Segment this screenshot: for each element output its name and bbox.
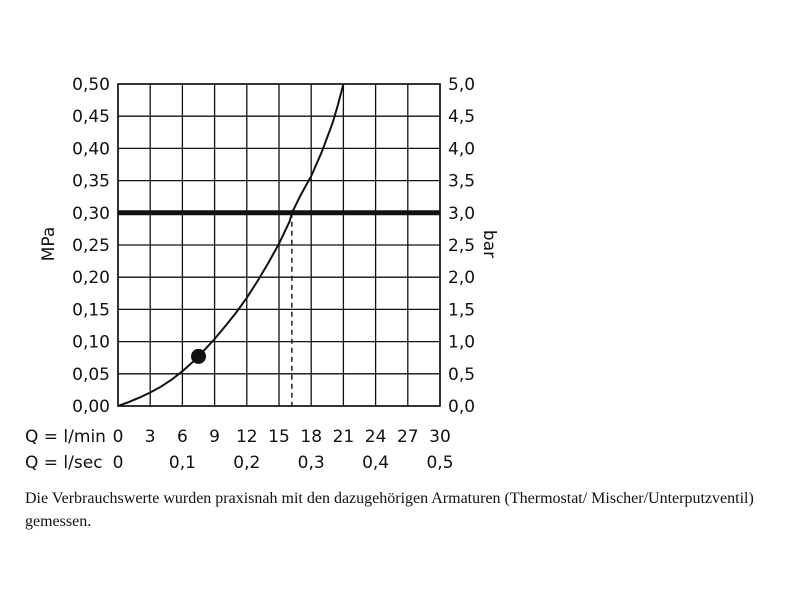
- pressure-flow-chart: 0,000,050,100,150,200,250,300,350,400,45…: [25, 75, 499, 473]
- y-left-tick-label: 0,50: [72, 75, 110, 95]
- marker-point: [191, 348, 206, 364]
- x-lmin-ticks: 0 3 6 9 12 15 18 21 24 27 30: [113, 427, 451, 447]
- x-lmin-tick-label: 21: [333, 427, 355, 447]
- x-lsec-ticks: 0 0,1 0,2 0,3 0,4 0,5: [113, 453, 454, 473]
- y-left-tick-label: 0,00: [72, 397, 110, 417]
- y-right-tick-label: 4,0: [448, 139, 475, 159]
- x-lsec-tick-label: 0,4: [362, 453, 389, 473]
- x-lmin-tick-label: 12: [236, 427, 258, 447]
- y-right-tick-label: 5,0: [448, 75, 475, 95]
- y-left-tick-label: 0,25: [72, 236, 110, 256]
- x-lsec-tick-label: 0,1: [169, 453, 196, 473]
- x-lmin-axis-label: Q = l/min: [25, 427, 106, 447]
- y-left-tick-label: 0,45: [72, 107, 110, 127]
- x-lmin-tick-label: 15: [268, 427, 290, 447]
- y-left-tick-label: 0,10: [72, 333, 110, 353]
- x-lmin-tick-label: 9: [209, 427, 220, 447]
- y-left-tick-label: 0,35: [72, 172, 110, 192]
- y-right-tick-label: 3,5: [448, 172, 475, 192]
- x-lmin-tick-label: 24: [365, 427, 387, 447]
- x-lsec-tick-label: 0,3: [298, 453, 325, 473]
- x-lsec-tick-label: 0: [113, 453, 124, 473]
- x-lsec-axis-label: Q = l/sec: [25, 453, 103, 473]
- y-left-tick-label: 0,40: [72, 139, 110, 159]
- y-right-axis-label: bar: [479, 230, 499, 258]
- y-right-tick-label: 1,0: [448, 333, 475, 353]
- y-left-tick-label: 0,05: [72, 365, 110, 385]
- x-lmin-tick-label: 27: [397, 427, 419, 447]
- y-right-tick-label: 2,0: [448, 268, 475, 288]
- y-right-tick-label: 0,0: [448, 397, 475, 417]
- y-right-tick-label: 3,0: [448, 204, 475, 224]
- y-right-ticks: 0,0 0,5 1,0 1,5 2,0 2,5 3,0 3,5 4,0 4,5 5,0: [448, 75, 475, 417]
- x-lmin-tick-label: 6: [177, 427, 188, 447]
- x-lmin-tick-label: 0: [113, 427, 124, 447]
- y-left-ticks: 0,00 0,05 0,10 0,15 0,20 0,25 0,30 0,35 0,40 0,45…: [72, 75, 110, 417]
- chart-caption: Die Verbrauchswerte wurden praxisnah mit…: [25, 490, 754, 530]
- x-lmin-tick-label: 3: [145, 427, 156, 447]
- y-left-tick-label: 0,30: [72, 204, 110, 224]
- y-left-tick-label: 0,15: [72, 300, 110, 320]
- series-group: [117, 83, 345, 407]
- series-line: [117, 83, 345, 407]
- x-lmin-tick-label: 18: [300, 427, 322, 447]
- y-right-tick-label: 4,5: [448, 107, 475, 127]
- x-lsec-tick-label: 0,2: [233, 453, 260, 473]
- y-left-tick-label: 0,20: [72, 268, 110, 288]
- x-lmin-tick-label: 30: [429, 427, 451, 447]
- y-right-tick-label: 1,5: [448, 300, 475, 320]
- x-lsec-tick-label: 0,5: [426, 453, 453, 473]
- y-right-tick-label: 0,5: [448, 365, 475, 385]
- y-right-tick-label: 2,5: [448, 236, 475, 256]
- reference-line-group: [118, 210, 440, 406]
- plot-frame: [117, 83, 441, 407]
- y-left-axis-label: MPa: [39, 227, 59, 262]
